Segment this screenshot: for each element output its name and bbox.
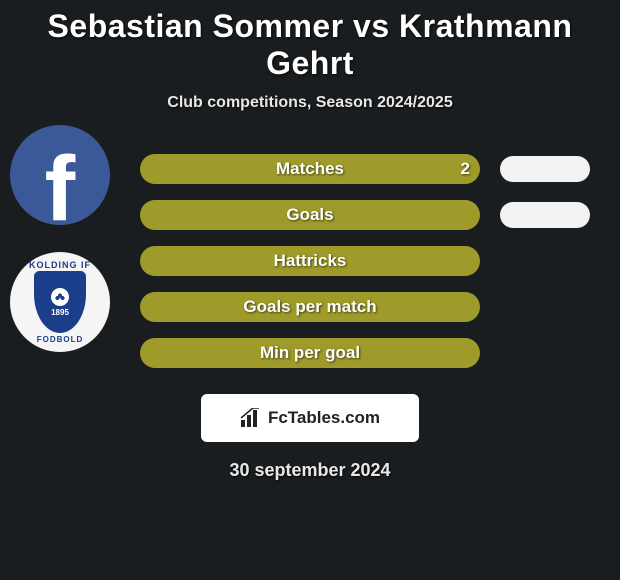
bar-chart-icon: [240, 408, 262, 428]
page-subtitle: Club competitions, Season 2024/2025: [0, 94, 620, 112]
stat-bar-left: Min per goal: [140, 338, 480, 368]
club-logo: KOLDING IF 1895 FODBOLD: [10, 252, 110, 352]
stat-label: Matches: [140, 159, 480, 179]
facebook-icon: f: [10, 125, 110, 225]
stat-left-value: 2: [461, 159, 470, 179]
player-right-avatar: KOLDING IF 1895 FODBOLD: [10, 252, 110, 352]
attribution-badge: FcTables.com: [201, 394, 419, 442]
page-date: 30 september 2024: [0, 460, 620, 481]
page-title: Sebastian Sommer vs Krathmann Gehrt: [0, 0, 620, 82]
club-name-bottom: FODBOLD: [37, 335, 84, 344]
soccer-ball-icon: [51, 288, 69, 306]
stat-bar-right: [500, 156, 590, 182]
stat-label: Min per goal: [140, 343, 480, 363]
club-name-top: KOLDING IF: [29, 260, 91, 270]
stat-bar-left: Goals per match: [140, 292, 480, 322]
player-left-avatar: f: [10, 125, 110, 225]
stat-bar-left: Goals: [140, 200, 480, 230]
club-year: 1895: [51, 308, 69, 317]
stat-bar-right: [500, 202, 590, 228]
stat-label: Goals: [140, 205, 480, 225]
stat-bar-left: Matches2: [140, 154, 480, 184]
club-shield-icon: 1895: [34, 271, 86, 333]
stat-bar-left: Hattricks: [140, 246, 480, 276]
stat-label: Goals per match: [140, 297, 480, 317]
facebook-f-glyph: f: [45, 148, 76, 225]
stat-label: Hattricks: [140, 251, 480, 271]
attribution-text: FcTables.com: [268, 408, 380, 428]
